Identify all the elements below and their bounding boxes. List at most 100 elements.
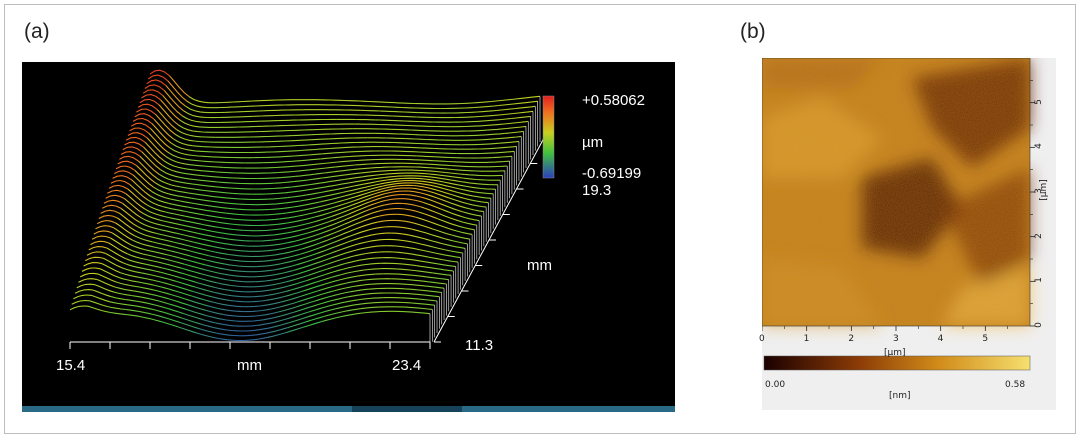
surface-profile-line: [103, 199, 123, 204]
surface-profile-line: [395, 158, 415, 161]
surface-profile-line: [430, 233, 450, 241]
surface-profile-line: [465, 134, 486, 137]
surface-profile-line: [202, 219, 222, 224]
surface-profile-line: [79, 272, 99, 278]
surface-profile-line: [404, 198, 424, 203]
surface-profile-line: [403, 142, 423, 145]
surface-profile-line: [230, 197, 250, 200]
surface-profile-line: [453, 229, 473, 235]
surface-profile-line: [217, 282, 236, 287]
surface-profile-line: [117, 217, 137, 232]
surface-profile-line: [305, 148, 325, 151]
surface-profile-line: [352, 197, 372, 206]
surface-profile-line: [181, 317, 201, 325]
surface-profile-line: [342, 104, 363, 107]
surface-profile-line: [285, 326, 305, 334]
surface-profile-line: [241, 314, 261, 318]
surface-profile-line: [408, 190, 428, 196]
surface-profile-line: [124, 141, 144, 148]
surface-profile-line: [386, 172, 406, 175]
surface-profile-line: [371, 283, 390, 285]
surface-profile-line: [105, 311, 125, 315]
surface-profile-line: [403, 102, 424, 105]
surface-profile-line: [341, 221, 361, 231]
surface-profile-line: [416, 216, 436, 225]
surface-profile-line: [227, 100, 248, 103]
surface-profile-line: [247, 255, 266, 258]
surface-profile-line: [219, 176, 239, 179]
surface-profile-line: [381, 208, 400, 212]
surface-profile-line: [433, 160, 453, 163]
surface-profile-line: [96, 278, 115, 288]
surface-profile-line: [446, 244, 466, 249]
surface-profile-line: [327, 262, 346, 270]
surface-profile-line: [362, 105, 382, 108]
surface-profile-line: [215, 186, 235, 189]
surface-profile-line: [448, 239, 468, 245]
surface-profile-line: [395, 219, 415, 224]
surface-profile-line: [304, 196, 324, 201]
surface-profile-line: [415, 182, 435, 187]
surface-profile-line: [314, 171, 334, 175]
surface-profile-line: [425, 138, 445, 141]
surface-profile-line: [185, 308, 204, 316]
surface-profile-line: [125, 308, 144, 313]
surface-profile-line: [100, 209, 120, 214]
surface-profile-line: [127, 188, 147, 206]
surface-profile-line: [106, 247, 126, 259]
surface-profile-line: [238, 229, 258, 232]
panel-a-label: (a): [24, 20, 50, 43]
surface-profile-line: [490, 160, 510, 163]
surface-profile-line: [407, 283, 426, 287]
surface-profile-line: [195, 237, 215, 243]
surface-profile-line: [305, 315, 325, 323]
surface-profile-line: [412, 274, 431, 278]
surface-profile-line: [215, 236, 235, 241]
surface-profile-line: [112, 291, 132, 297]
surface-profile-line: [227, 304, 246, 308]
surface-profile-line: [132, 174, 153, 193]
surface-profile-line: [399, 150, 419, 153]
surface-profile-line: [202, 170, 222, 173]
surface-profile-line: [261, 114, 281, 117]
surface-profile-line: [114, 170, 134, 176]
surface-profile-line: [151, 123, 172, 144]
surface-profile-line: [196, 184, 216, 188]
surface-profile-line: [223, 166, 243, 169]
surface-profile-line: [200, 273, 220, 279]
surface-profile-line: [105, 252, 124, 264]
surface-profile-line: [143, 311, 163, 318]
surface-profile-line: [271, 140, 291, 143]
surface-profile-line: [448, 197, 468, 205]
surface-profile-line: [373, 123, 393, 126]
surface-profile-line: [197, 232, 217, 238]
surface-profile-line: [185, 105, 205, 113]
surface-profile-line: [343, 216, 364, 225]
surface-profile-line: [267, 332, 287, 338]
surface-profile-line: [156, 178, 177, 187]
surface-profile-line: [437, 218, 457, 226]
surface-profile-line: [358, 154, 379, 157]
surface-profile-line: [215, 286, 234, 292]
surface-profile-line: [247, 299, 267, 303]
surface-profile-line: [423, 249, 443, 255]
surface-profile-line: [278, 264, 297, 270]
surface-profile-line: [197, 327, 217, 334]
afm-image: [762, 58, 1035, 371]
afm-colorbar-min: 0.00: [765, 380, 786, 390]
surface-profile-line: [308, 225, 328, 234]
surface-profile-line: [361, 262, 381, 266]
surface-profile-line: [371, 191, 391, 199]
surface-profile-line: [233, 290, 252, 293]
surface-profile-line: [499, 140, 519, 144]
surface-profile-line: [267, 150, 287, 153]
surface-profile-line: [247, 99, 268, 102]
surface-profile-line: [409, 279, 429, 283]
surface-profile-line: [221, 222, 241, 226]
surface-profile-line: [386, 245, 406, 248]
surface-profile-line: [478, 147, 498, 150]
surface-profile-line: [479, 104, 499, 108]
surface-profile-line: [379, 110, 400, 113]
surface-profile-line: [312, 257, 332, 265]
surface-profile-line: [148, 132, 169, 153]
